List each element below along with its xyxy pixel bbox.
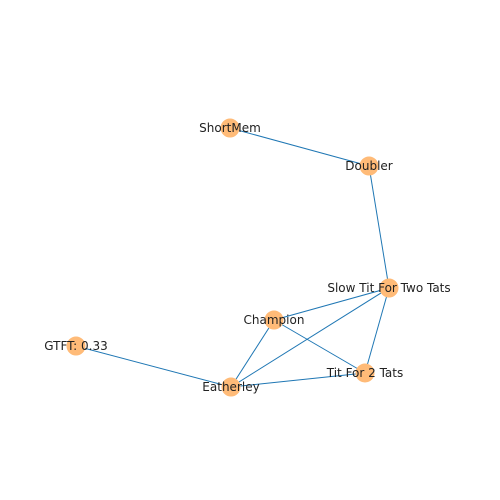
node-doubler[interactable]: Doubler (345, 156, 393, 176)
node-label: Slow Tit For Two Tats (327, 281, 450, 295)
edge-shortmem-doubler (229, 127, 370, 167)
node-tf2t[interactable]: Tit For 2 Tats (326, 363, 403, 383)
node-label: ShortMem (199, 121, 261, 135)
edge-champion-tf2t (273, 319, 366, 374)
node-champion[interactable]: Champion (244, 310, 305, 330)
node-label: Eatherley (202, 380, 259, 394)
node-label: Champion (244, 313, 305, 327)
node-marker[interactable] (220, 118, 240, 138)
node-shortmem[interactable]: ShortMem (199, 118, 261, 138)
edge-champion-eatherley (230, 319, 275, 388)
node-marker[interactable] (355, 363, 375, 383)
edge-gtft-eatherley (75, 345, 232, 388)
nodes-layer: ShortMem Doubler Slow Tit For Two Tats Cham… (44, 118, 451, 397)
node-slow-tft[interactable]: Slow Tit For Two Tats (327, 278, 451, 298)
node-marker[interactable] (221, 377, 241, 397)
node-marker[interactable] (379, 278, 399, 298)
edge-slow-tft-champion (273, 287, 390, 321)
node-gtft[interactable]: GTFT: 0.33 (44, 336, 108, 356)
node-marker[interactable] (264, 310, 284, 330)
node-label: Tit For 2 Tats (326, 366, 403, 380)
edge-slow-tft-eatherley (230, 287, 390, 388)
edge-eatherley-tf2t (230, 372, 366, 388)
node-eatherley[interactable]: Eatherley (202, 377, 260, 397)
node-label: GTFT: 0.33 (44, 339, 107, 353)
node-label: Doubler (345, 159, 393, 173)
edge-slow-tft-tf2t (364, 287, 390, 374)
edge-doubler-slow-tft (368, 165, 390, 289)
node-marker[interactable] (66, 336, 86, 356)
node-marker[interactable] (359, 156, 379, 176)
edges-layer (75, 127, 390, 388)
